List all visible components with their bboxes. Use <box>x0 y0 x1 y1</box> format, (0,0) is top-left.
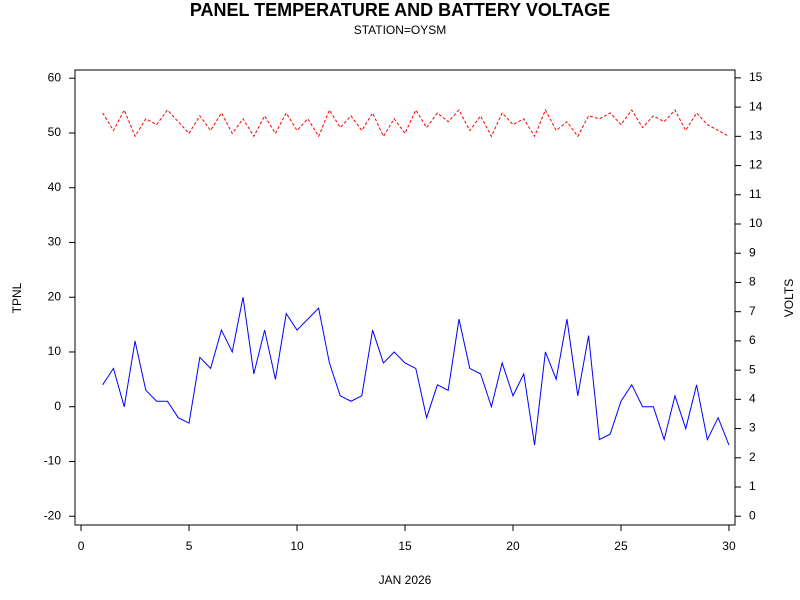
y-tick-label: 0 <box>54 399 61 413</box>
y2-tick-label: 10 <box>749 216 763 230</box>
y2-tick-label: 0 <box>749 508 756 522</box>
x-tick-label: 5 <box>186 539 193 553</box>
y2-tick-label: 6 <box>749 333 756 347</box>
y-tick-label: 50 <box>48 125 62 139</box>
y2-tick-label: 15 <box>749 70 763 84</box>
y2-tick-label: 12 <box>749 158 763 172</box>
x-tick-label: 10 <box>290 539 304 553</box>
chart-subtitle: STATION=OYSM <box>354 23 447 37</box>
y2-tick-label: 14 <box>749 99 763 113</box>
x-tick-label: 25 <box>614 539 628 553</box>
y2-tick-label: 7 <box>749 304 756 318</box>
y2-tick-label: 3 <box>749 421 756 435</box>
y-tick-label: 10 <box>48 344 62 358</box>
y-tick-label: 40 <box>48 180 62 194</box>
x-tick-label: 30 <box>722 539 736 553</box>
y2-tick-label: 4 <box>749 392 756 406</box>
y-tick-label: -20 <box>44 508 62 522</box>
plot-frame <box>74 69 736 526</box>
x-tick-label: 15 <box>398 539 412 553</box>
x-tick-label: 20 <box>506 539 520 553</box>
y2-tick-label: 5 <box>749 362 756 376</box>
y-tick-label: 20 <box>48 289 62 303</box>
y2-tick-label: 11 <box>749 187 762 201</box>
y-tick-label: -10 <box>44 454 62 468</box>
y-tick-label: 60 <box>48 70 62 84</box>
y-tick-label: 30 <box>48 235 62 249</box>
y2-axis-label: VOLTS <box>782 279 796 317</box>
y2-tick-label: 2 <box>749 450 756 464</box>
y2-tick-label: 1 <box>749 479 756 493</box>
series-line <box>102 297 730 446</box>
x-axis-label: JAN 2026 <box>379 573 432 587</box>
x-tick-label: 0 <box>78 539 85 553</box>
series-line <box>102 108 730 138</box>
y2-tick-label: 13 <box>749 129 763 143</box>
y-axis-label: TPNL <box>10 282 24 313</box>
chart-title: PANEL TEMPERATURE AND BATTERY VOLTAGE <box>190 0 610 20</box>
y2-tick-label: 8 <box>749 275 756 289</box>
y2-tick-label: 9 <box>749 245 756 259</box>
